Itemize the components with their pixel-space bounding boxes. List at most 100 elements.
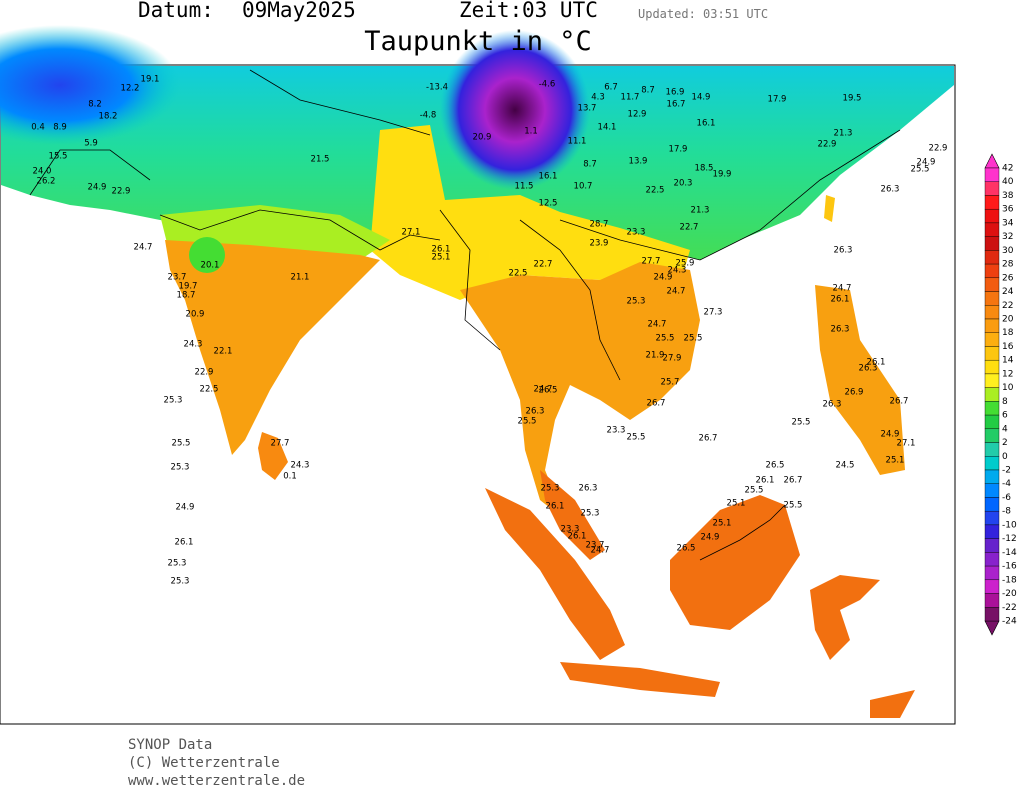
station-value: 22.5 — [646, 186, 665, 196]
legend-color — [984, 607, 1000, 622]
station-value: 27.3 — [704, 308, 723, 318]
legend-color — [984, 579, 1000, 594]
station-value: 14.9 — [692, 93, 711, 103]
legend-color — [984, 291, 1000, 306]
station-value: 11.1 — [568, 137, 587, 147]
station-value: 18.2 — [99, 112, 118, 122]
legend: 424038363432302826242220181614121086420-… — [984, 153, 1017, 636]
station-value: 12.5 — [539, 199, 558, 209]
island — [870, 690, 915, 718]
legend-tick-label: -8 — [1002, 507, 1011, 517]
legend-tick-label: 28 — [1002, 260, 1014, 270]
station-value: 25.1 — [727, 499, 746, 509]
legend-color — [984, 552, 1000, 567]
legend-color — [984, 401, 1000, 416]
legend-tick-label: 36 — [1002, 205, 1014, 215]
station-value: 24.9 — [701, 533, 720, 543]
india — [165, 240, 380, 455]
station-value: 25.5 — [627, 433, 646, 443]
station-value: 26.7 — [890, 397, 909, 407]
station-value: 25.9 — [676, 259, 695, 269]
legend-color — [984, 456, 1000, 471]
legend-tick-label: -22 — [1002, 603, 1017, 613]
legend-tick-label: 0 — [1002, 452, 1008, 462]
legend-color — [984, 263, 1000, 279]
time-label: Zeit: — [459, 0, 522, 22]
station-value: 25.3 — [164, 396, 183, 406]
legend-color — [984, 250, 1000, 265]
legend-tick-label: 38 — [1002, 191, 1014, 201]
station-value: -4.8 — [420, 111, 437, 121]
legend-color — [984, 236, 1000, 251]
station-value: 26.3 — [834, 246, 853, 256]
legend-tick-label: 26 — [1002, 273, 1014, 283]
station-value: 25.3 — [581, 509, 600, 519]
station-value: 22.5 — [200, 385, 219, 395]
station-value: 15.5 — [49, 152, 68, 162]
legend-color — [984, 428, 1000, 443]
station-value: 24.9 — [88, 183, 107, 193]
sumatra — [485, 488, 625, 660]
station-value: 12.9 — [628, 110, 647, 120]
legend-color — [984, 373, 1000, 388]
legend-tick-label: 40 — [1002, 177, 1014, 187]
legend-color — [984, 181, 1000, 196]
stations: -13.4-4.8-4.61.16.74.3 11.78.713.712.914.… — [31, 75, 947, 587]
station-value: 26.5 — [766, 461, 785, 471]
station-value: 19.9 — [713, 170, 732, 180]
cold-area — [0, 25, 180, 145]
legend-tick-label: -2 — [1002, 466, 1011, 476]
legend-tick-label: 24 — [1002, 287, 1014, 297]
station-value: 25.1 — [432, 253, 451, 263]
warm-area — [370, 125, 690, 300]
station-value: 24.3 — [668, 266, 687, 276]
station-value: 21.9 — [646, 351, 665, 361]
legend-tick-label: 6 — [1002, 411, 1008, 421]
station-value: 24.7 — [534, 385, 553, 395]
taiwan — [824, 195, 835, 222]
legend-tick-label: 32 — [1002, 232, 1013, 242]
station-value: 25.7 — [661, 378, 680, 388]
station-value: 26.1 — [867, 358, 886, 368]
station-value: 26.9 — [845, 388, 864, 398]
station-value: 26.1 — [432, 245, 451, 255]
legend-color — [984, 346, 1000, 361]
station-value: 1.1 — [524, 127, 538, 137]
station-value: 0.4 — [31, 123, 45, 133]
legend-color — [984, 359, 1000, 375]
station-value: 24.3 — [291, 461, 310, 471]
legend-tick-label: 10 — [1002, 383, 1014, 393]
philippines — [815, 285, 905, 475]
legend-color — [984, 195, 1000, 210]
station-value: 16.7 — [667, 100, 686, 110]
station-value: 26.1 — [568, 532, 587, 542]
legend-tick-label: 2 — [1002, 438, 1008, 448]
station-value: 24.3 — [184, 340, 203, 350]
station-value: 26.5 — [539, 386, 558, 396]
legend-color — [984, 387, 1000, 402]
station-value: 8.9 — [53, 123, 67, 133]
station-value: 24.9 — [654, 273, 673, 283]
legend-color — [984, 469, 1000, 484]
station-value: 22.5 — [509, 269, 528, 279]
cold-area — [440, 30, 590, 190]
station-value: 25.3 — [541, 484, 560, 494]
footer-source: SYNOP Data — [128, 737, 212, 753]
station-value: 24.9 — [881, 430, 900, 440]
legend-tick-label: -6 — [1002, 493, 1011, 503]
station-value: 6.7 — [604, 83, 618, 93]
station-value: 11.7 — [621, 93, 640, 103]
station-value: 24.9 — [917, 158, 936, 168]
station-value: 25.5 — [172, 439, 191, 449]
station-value: 25.5 — [745, 486, 764, 496]
legend-cap — [984, 153, 1000, 169]
footer-copyright: (C) Wetterzentrale — [128, 755, 280, 771]
station-value: 25.5 — [518, 417, 537, 427]
station-value: 5.9 — [84, 139, 98, 149]
legend-color — [984, 277, 1000, 292]
legend-tick-label: -12 — [1002, 534, 1017, 544]
station-value: 22.1 — [214, 347, 233, 357]
legend-tick-label: 4 — [1002, 424, 1008, 434]
legend-color — [984, 208, 1000, 224]
